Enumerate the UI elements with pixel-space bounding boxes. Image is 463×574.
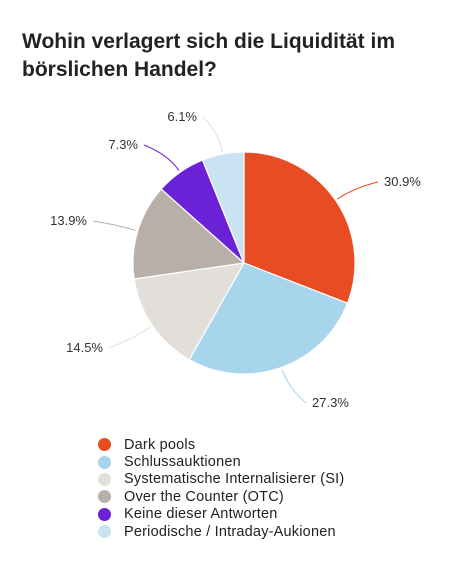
legend-swatch [98, 525, 111, 539]
legend-swatch [98, 507, 111, 521]
legend-item-1: Dark pools [98, 436, 344, 453]
legend-label: Systematische Internalisierer (SI) [124, 471, 345, 488]
leader-line-3 [108, 326, 152, 349]
legend-item-4: Over the Counter (OTC) [98, 488, 344, 505]
legend-label: Dark pools [124, 436, 196, 453]
legend-label: Schlussauktionen [124, 454, 241, 471]
legend-swatch [98, 490, 111, 504]
leader-line-4 [92, 220, 136, 231]
leader-line-5 [143, 144, 180, 171]
legend-label: Over the Counter (OTC) [124, 488, 284, 505]
legend-item-2: Schlussauktionen [98, 453, 344, 470]
legend-item-3: Systematische Internalisierer (SI) [98, 471, 344, 488]
data-label-2: 27.3% [312, 395, 349, 410]
legend-label: Periodische / Intraday-Aukionen [124, 523, 336, 540]
legend-item-5: Keine dieser Antworten [98, 506, 344, 523]
data-label-5: 7.3% [108, 137, 138, 152]
pie-slice-4 [132, 188, 246, 280]
legend-swatch [98, 455, 111, 469]
legend-swatch [98, 438, 111, 452]
chart-title: Wohin verlagert sich die Liquidität im b… [22, 30, 395, 81]
legend-swatch [98, 472, 111, 486]
leader-line-2 [281, 369, 307, 404]
leader-line-6 [202, 116, 223, 153]
data-label-4: 13.9% [50, 213, 87, 228]
pie-slice-1 [243, 151, 356, 304]
leader-line-1 [336, 181, 379, 200]
data-label-1: 30.9% [384, 174, 421, 189]
data-label-6: 6.1% [167, 109, 197, 124]
legend: Dark pools Schlussauktionen Systematische … [98, 436, 344, 540]
pie-slice-3 [133, 262, 246, 361]
legend-item-6: Periodische / Intraday-Aukionen [98, 523, 344, 540]
legend-label: Keine dieser Antworten [124, 506, 278, 523]
pie-slice-6 [201, 151, 245, 264]
data-label-3: 14.5% [66, 340, 103, 355]
